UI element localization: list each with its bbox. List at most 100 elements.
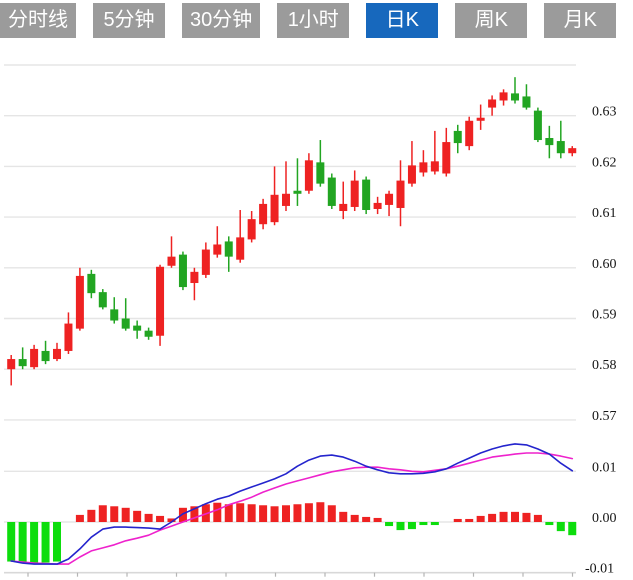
macd-bar-25 <box>293 504 302 522</box>
macd-bar-2 <box>30 522 39 564</box>
svg-text:0.63: 0.63 <box>592 105 617 120</box>
candle-body-20 <box>236 237 245 260</box>
candle-body-13 <box>156 266 165 336</box>
candle-body-41 <box>476 117 485 121</box>
macd-bar-12 <box>144 513 153 522</box>
tab-30min[interactable]: 30分钟 <box>182 3 261 38</box>
svg-text:0.62: 0.62 <box>592 155 617 170</box>
candle-body-7 <box>87 273 96 294</box>
candle-body-29 <box>339 203 348 212</box>
candle-body-38 <box>442 142 451 174</box>
candle-body-48 <box>556 141 565 154</box>
tab-monthly[interactable]: 月K <box>544 3 617 38</box>
tab-5min[interactable]: 5分钟 <box>93 3 165 38</box>
candle-body-14 <box>167 256 176 266</box>
candle-body-30 <box>350 180 359 207</box>
macd-bar-29 <box>339 511 348 522</box>
macd-bar-39 <box>453 518 462 522</box>
macd-bar-46 <box>533 514 542 522</box>
candle-body-8 <box>98 292 107 308</box>
macd-grid-layer <box>4 470 576 577</box>
macd-bar-9 <box>110 506 119 522</box>
macd-bar-28 <box>327 505 336 522</box>
macd-bar-6 <box>75 514 84 522</box>
price-grid-layer <box>4 64 576 421</box>
tab-timeline[interactable]: 分时线 <box>0 3 76 38</box>
candle-body-0 <box>7 359 16 370</box>
candle-body-19 <box>224 241 233 257</box>
macd-bar-3 <box>41 522 50 563</box>
candle-body-25 <box>293 190 302 194</box>
macd-bar-10 <box>121 507 130 522</box>
candle-body-17 <box>201 249 210 275</box>
macd-bar-26 <box>304 503 313 522</box>
macd-bar-43 <box>499 511 508 522</box>
candle-body-21 <box>247 219 256 240</box>
candle-body-46 <box>533 110 542 141</box>
macd-bar-49 <box>568 522 577 536</box>
macd-bar-45 <box>522 512 531 522</box>
macd-bar-30 <box>350 514 359 522</box>
tab-daily[interactable]: 日K <box>366 3 439 38</box>
macd-bar-40 <box>465 518 474 522</box>
macd-bar-36 <box>419 522 428 526</box>
candle-body-4 <box>53 348 61 360</box>
macd-bar-7 <box>87 509 96 522</box>
macd-histogram-layer <box>7 502 577 564</box>
tab-weekly[interactable]: 周K <box>455 3 528 38</box>
macd-bar-37 <box>430 522 439 526</box>
macd-bar-44 <box>511 511 519 522</box>
price-axis-labels: 0.63 0.62 0.61 0.60 0.59 0.58 0.57 <box>592 105 617 424</box>
candle-body-26 <box>304 160 313 191</box>
macd-bar-33 <box>385 522 394 527</box>
candle-body-12 <box>144 330 153 337</box>
candle-body-1 <box>18 359 27 367</box>
candle-body-28 <box>327 177 336 206</box>
candle-body-10 <box>121 318 130 329</box>
macd-bar-8 <box>98 505 107 522</box>
candle-body-2 <box>30 348 39 368</box>
candle-body-15 <box>178 254 187 288</box>
macd-bar-18 <box>213 502 222 522</box>
candle-body-47 <box>545 138 554 146</box>
macd-bar-47 <box>545 522 554 526</box>
macd-bar-31 <box>362 516 371 522</box>
macd-bar-15 <box>178 507 187 522</box>
macd-bar-32 <box>373 517 382 522</box>
macd-bar-13 <box>156 515 165 522</box>
candle-body-34 <box>396 180 405 208</box>
candlestick-layer <box>7 77 577 386</box>
candle-body-36 <box>419 162 428 173</box>
candle-body-6 <box>75 275 84 329</box>
svg-text:0.58: 0.58 <box>592 358 617 373</box>
macd-bar-24 <box>282 505 290 522</box>
candle-body-33 <box>385 193 394 205</box>
candle-body-31 <box>362 179 371 211</box>
candle-body-43 <box>499 92 508 101</box>
macd-bar-42 <box>488 513 497 522</box>
candle-body-37 <box>430 161 439 172</box>
tab-1hour[interactable]: 1小时 <box>277 3 350 38</box>
svg-text:0.61: 0.61 <box>592 206 617 221</box>
macd-bar-11 <box>133 510 142 522</box>
candle-body-24 <box>282 193 290 206</box>
macd-bar-22 <box>259 505 268 522</box>
candle-body-5 <box>64 323 73 351</box>
macd-bar-23 <box>270 506 279 522</box>
candle-body-35 <box>407 165 416 184</box>
candle-body-9 <box>110 309 119 321</box>
candle-body-39 <box>453 130 462 144</box>
macd-bar-4 <box>53 522 61 562</box>
macd-axis-labels: 0.01 0.00 -0.01 <box>585 460 617 576</box>
candle-body-42 <box>488 99 497 108</box>
macd-bar-1 <box>18 522 27 563</box>
macd-bar-41 <box>476 515 485 522</box>
candle-body-11 <box>133 325 142 331</box>
svg-text:0.00: 0.00 <box>592 511 617 526</box>
candle-body-3 <box>41 350 50 362</box>
svg-text:0.01: 0.01 <box>592 460 617 475</box>
candle-body-49 <box>568 148 577 154</box>
svg-text:-0.01: -0.01 <box>585 562 614 577</box>
macd-line-layer <box>10 443 574 565</box>
